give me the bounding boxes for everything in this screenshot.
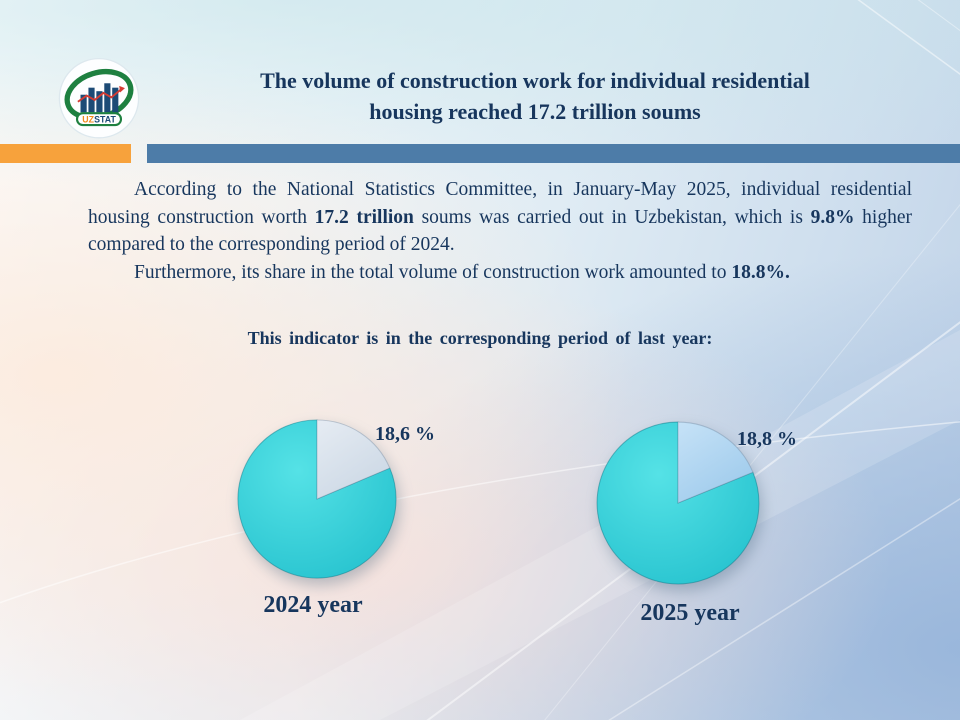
subtitle: This indicator is in the corresponding p… [247,328,713,348]
logo-pill [75,112,123,127]
title-line-1: The volume of construction work for indi… [260,68,810,93]
pie-2024-percent-label: 18,6 % [375,423,435,445]
pie-2024-year-label: 2024 year [263,592,363,618]
blue-accent-bar [147,144,960,163]
logo-trend-line-icon [77,88,122,103]
pie-2025-year-label: 2025 year [640,600,740,626]
page-title: The volume of construction work for indi… [150,66,920,128]
uzstat-logo: UZ STAT [55,56,143,144]
paragraph-1: According to the National Statistics Com… [88,179,912,256]
pie-2025-graphic [592,417,764,589]
title-line-2: housing reached 17.2 trillion soums [369,98,701,124]
logo-trend-arrow-icon [119,85,125,93]
pie-chart-2024 [233,415,401,583]
body-text: According to the National Statistics Com… [88,176,912,287]
logo-stat-text: STAT [94,114,116,124]
orange-accent-bar [0,144,131,163]
pie-chart-2025 [592,417,764,589]
pie-2025-percent-label: 18,8 % [737,428,797,450]
pie-2024-graphic [233,415,401,583]
logo-bar-chart-icon [80,83,119,113]
paragraph-2: Furthermore, its share in the total volu… [134,262,790,284]
logo-uz-text: UZ [82,114,94,124]
